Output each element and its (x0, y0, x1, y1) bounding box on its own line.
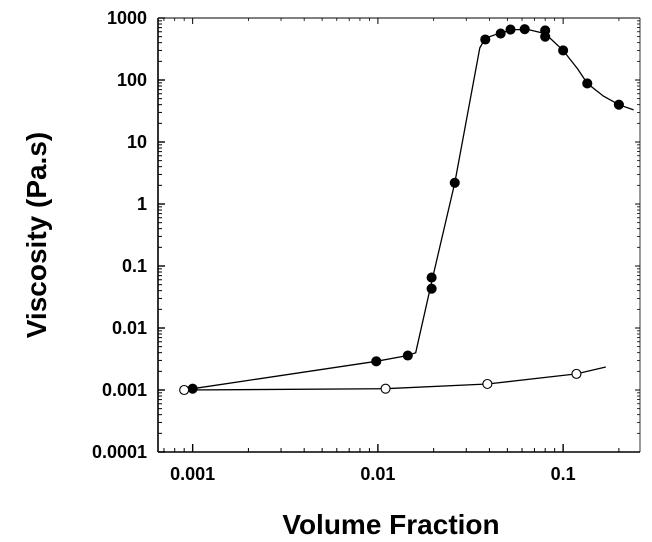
filled-data-point (402, 350, 413, 361)
axis-ticks: 0.0001 0.001 0.01 0.1 1 10 100 1000 0.001 0.01 0.1 (92, 8, 640, 484)
filled-data-point (540, 31, 551, 42)
y-tick-label: 10 (127, 132, 147, 152)
y-axis-label: Viscosity (Pa.s) (21, 132, 52, 338)
data-points (179, 24, 624, 396)
open-series-curve (184, 366, 606, 391)
y-tick-label: 1 (137, 194, 147, 214)
filled-data-point (519, 24, 530, 35)
x-tick-label: 0.1 (551, 464, 576, 484)
open-data-point (571, 368, 582, 379)
filled-series-curve (192, 28, 634, 390)
filled-data-point (449, 177, 460, 188)
y-tick-label: 0.1 (122, 256, 147, 276)
filled-data-point (495, 28, 506, 39)
y-tick-label: 100 (117, 70, 147, 90)
open-data-point (482, 378, 493, 390)
x-axis-label: Volume Fraction (282, 509, 499, 540)
filled-data-point (613, 99, 624, 110)
y-tick-label: 0.0001 (92, 442, 147, 462)
filled-data-point (187, 383, 198, 394)
plot-frame (157, 17, 641, 453)
y-tick-label: 0.001 (102, 380, 147, 400)
x-tick-label: 0.001 (170, 464, 215, 484)
filled-data-point (505, 24, 516, 35)
x-tick-label: 0.01 (360, 464, 395, 484)
filled-data-point (558, 45, 569, 56)
open-data-point (179, 384, 190, 396)
filled-data-point (480, 34, 491, 45)
y-tick-label: 0.01 (112, 318, 147, 338)
filled-data-point (426, 283, 437, 294)
filled-data-point (371, 356, 382, 367)
fit-curves (184, 28, 634, 391)
filled-data-point (582, 78, 593, 89)
open-data-point (380, 383, 391, 394)
filled-data-point (426, 272, 437, 283)
y-tick-label: 1000 (107, 8, 147, 28)
